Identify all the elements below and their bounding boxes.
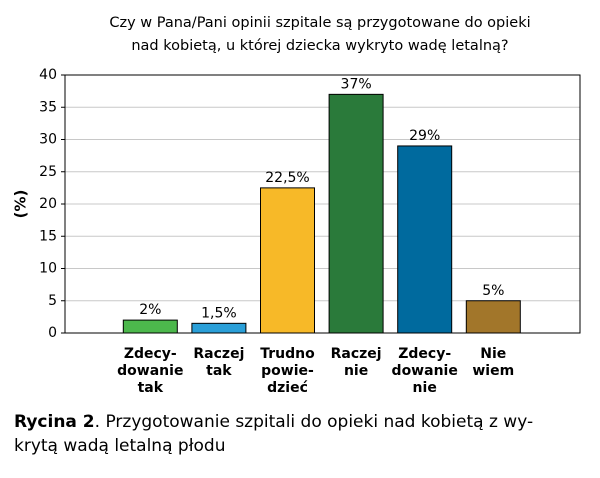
chart-title: Czy w Pana/Pani opinii szpitale są przyg… <box>109 15 531 54</box>
data-label: 29% <box>409 128 440 144</box>
bar <box>191 322 247 334</box>
data-label: 1,5% <box>201 305 237 321</box>
y-tick-label: 15 <box>39 228 57 244</box>
bar <box>465 300 521 334</box>
x-tick-label: Raczej nie <box>330 346 382 379</box>
y-tick-label: 25 <box>39 164 57 180</box>
y-tick-label: 10 <box>39 261 57 277</box>
bar <box>397 145 453 334</box>
data-label: 5% <box>482 283 504 299</box>
caption: Rycina 2. Przygotowanie szpitali do opie… <box>14 410 594 458</box>
x-tick-label: Zdecy- dowanie nie <box>391 346 458 396</box>
x-tick-label: Zdecy- dowanie tak <box>117 346 184 396</box>
bar <box>260 187 315 334</box>
data-label: 37% <box>341 76 372 92</box>
y-tick-label: 30 <box>39 132 57 148</box>
data-label: 22,5% <box>265 170 309 186</box>
x-tick-label: Trudno powie- dzieć <box>260 346 315 396</box>
x-tick-label: Nie wiem <box>472 346 515 379</box>
x-tick-label: Raczej tak <box>193 346 245 379</box>
y-tick-label: 0 <box>48 325 57 341</box>
plot-frame <box>64 74 581 334</box>
data-label: 2% <box>139 302 161 318</box>
bar <box>122 319 178 334</box>
y-tick-label: 40 <box>39 67 57 83</box>
caption-label: Rycina 2 <box>14 412 95 432</box>
bar <box>328 93 384 334</box>
y-tick-label: 35 <box>39 99 57 115</box>
y-axis-label: (%) <box>11 189 30 219</box>
y-tick-label: 20 <box>39 196 57 212</box>
caption-text: . Przygotowanie szpitali do opieki nad k… <box>14 412 534 456</box>
y-tick-label: 5 <box>48 293 57 309</box>
